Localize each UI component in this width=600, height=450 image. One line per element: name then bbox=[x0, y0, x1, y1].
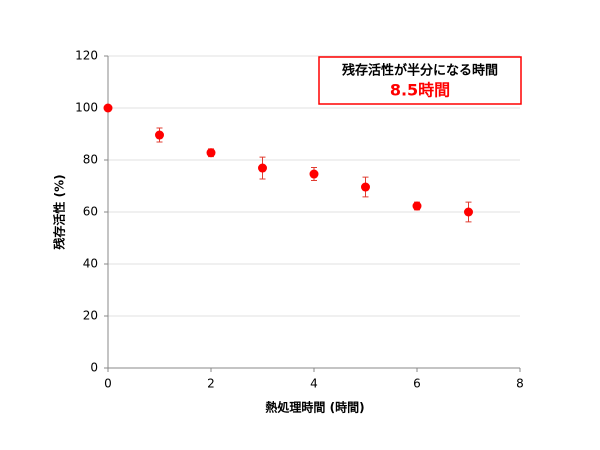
point bbox=[309, 169, 319, 179]
y-tick-label: 0 bbox=[90, 361, 98, 375]
point bbox=[103, 103, 113, 113]
annotation-value: 8.5時間 bbox=[390, 81, 450, 100]
point bbox=[206, 148, 216, 158]
y-tick-label: 20 bbox=[83, 309, 98, 323]
y-tick-label: 40 bbox=[83, 257, 98, 271]
x-tick-label: 6 bbox=[413, 377, 421, 391]
point bbox=[361, 182, 370, 192]
x-tick-label: 0 bbox=[104, 377, 112, 391]
y-tick-label: 120 bbox=[75, 49, 98, 63]
annotation-title: 残存活性が半分になる時間 bbox=[342, 63, 498, 79]
x-tick-label: 2 bbox=[207, 377, 215, 391]
point bbox=[258, 163, 267, 173]
annotation-box bbox=[318, 56, 522, 105]
y-tick-label: 60 bbox=[83, 205, 98, 219]
y-tick-label: 100 bbox=[75, 101, 98, 115]
y-axis-label: 残存活性 (%) bbox=[52, 174, 67, 249]
point bbox=[155, 130, 164, 140]
x-tick-label: 8 bbox=[516, 377, 524, 391]
point bbox=[464, 207, 473, 217]
y-tick-label: 80 bbox=[83, 153, 98, 167]
x-tick-label: 4 bbox=[310, 377, 318, 391]
x-axis-label: 熱処理時間 (時間) bbox=[265, 400, 364, 415]
point bbox=[412, 201, 422, 211]
